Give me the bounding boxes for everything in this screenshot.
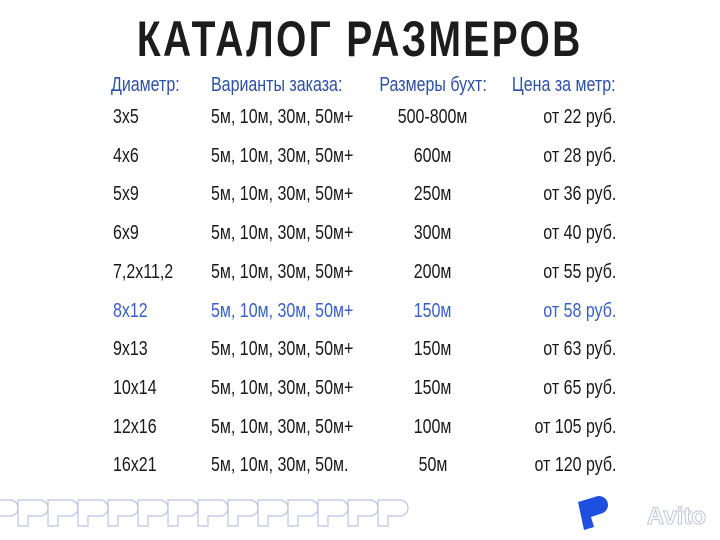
order-options-cell: 5м, 10м, 30м, 50м+ — [211, 415, 354, 438]
order-options-cell: 5м, 10м, 30м, 50м+ — [211, 338, 354, 361]
p-outline-icon — [167, 499, 199, 527]
price-cell: от 65 руб. — [542, 376, 616, 399]
price-cell: от 28 руб. — [542, 144, 616, 167]
p-outline-icon — [107, 499, 139, 527]
p-outline-icon — [77, 499, 109, 527]
price-cell: от 63 руб. — [542, 338, 616, 361]
p-outline-icon — [287, 499, 319, 527]
order-options-cell: 5м, 10м, 30м, 50м+ — [211, 376, 354, 399]
p-outline-icon — [377, 499, 409, 527]
price-cell: от 105 руб. — [534, 415, 616, 438]
p-outline-icon — [47, 499, 79, 527]
order-options-cell: 5м, 10м, 30м, 50м+ — [211, 183, 354, 206]
coil-size-cell: 50м — [418, 454, 448, 477]
header-order-options: Варианты заказа: — [211, 74, 343, 96]
order-options-cell: 5м, 10м, 30м, 50м+ — [211, 260, 354, 283]
p-logo-icon — [578, 495, 608, 530]
p-outline-icon — [347, 499, 379, 527]
order-options-cell: 5м, 10м, 30м, 50м+ — [211, 299, 354, 322]
order-options-cell: 5м, 10м, 30м, 50м+ — [211, 106, 354, 128]
coil-size-cell: 500-800м — [398, 106, 468, 128]
header-coil-sizes: Размеры бухт: — [379, 74, 487, 96]
p-outline-icon — [137, 499, 169, 527]
order-options-cell: 5м, 10м, 30м, 50м. — [211, 454, 349, 477]
p-outline-icon — [17, 499, 49, 527]
coil-size-cell: 150м — [414, 376, 452, 399]
avito-watermark: Avito — [646, 503, 706, 531]
price-cell: от 55 руб. — [542, 260, 616, 283]
order-options-cell: 5м, 10м, 30м, 50м+ — [211, 144, 354, 167]
header-price: Цена за метр: — [512, 74, 616, 96]
coil-size-cell: 300м — [414, 222, 452, 245]
price-cell: от 22 руб. — [542, 106, 616, 128]
diameter-cell: 12x16 — [113, 415, 157, 438]
p-outline-icon — [257, 499, 289, 527]
diameter-cell: 5x9 — [113, 183, 139, 206]
p-outline-icon — [317, 499, 349, 527]
header-diameter: Диаметр: — [111, 74, 180, 96]
price-cell: от 120 руб. — [534, 454, 616, 477]
page-title: КАТАЛОГ РАЗМЕРОВ — [137, 11, 583, 67]
coil-size-cell: 100м — [414, 415, 452, 438]
diameter-cell: 16x21 — [113, 454, 157, 477]
price-cell: от 58 руб. — [542, 299, 616, 322]
price-cell: от 36 руб. — [542, 183, 616, 206]
price-cell: от 40 руб. — [542, 222, 616, 245]
coil-size-cell: 150м — [414, 299, 452, 322]
p-outline-icon — [0, 499, 19, 517]
diameter-cell: 7,2x11,2 — [113, 260, 174, 283]
p-outline-icon — [197, 499, 229, 527]
coil-size-cell: 150м — [414, 338, 452, 361]
diameter-cell: 8x12 — [113, 299, 148, 322]
diameter-cell: 9x13 — [113, 338, 148, 361]
coil-size-cell: 600м — [414, 144, 452, 167]
p-logo-pattern — [0, 495, 608, 530]
order-options-cell: 5м, 10м, 30м, 50м+ — [211, 222, 354, 245]
p-outline-icon — [227, 499, 259, 527]
diameter-cell: 4x6 — [113, 144, 139, 167]
diameter-cell: 3x5 — [113, 106, 139, 128]
coil-size-cell: 200м — [414, 260, 452, 283]
coil-size-cell: 250м — [414, 183, 452, 206]
diameter-cell: 10x14 — [113, 376, 157, 399]
diameter-cell: 6x9 — [113, 222, 139, 245]
